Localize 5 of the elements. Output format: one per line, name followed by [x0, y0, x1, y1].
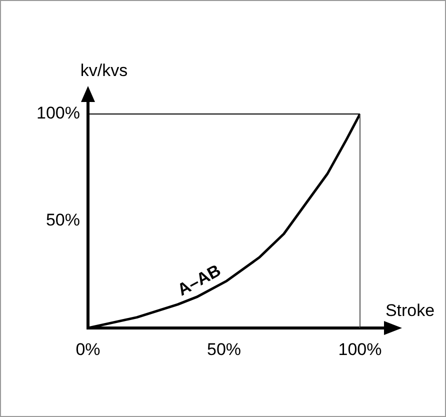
- x-tick-label: 0%: [76, 340, 100, 359]
- x-tick-label: 50%: [206, 340, 242, 359]
- y-axis-title: kv/kvs: [80, 61, 128, 80]
- x-tick-label: 100%: [338, 340, 382, 359]
- x-axis-title: Stroke: [385, 301, 435, 320]
